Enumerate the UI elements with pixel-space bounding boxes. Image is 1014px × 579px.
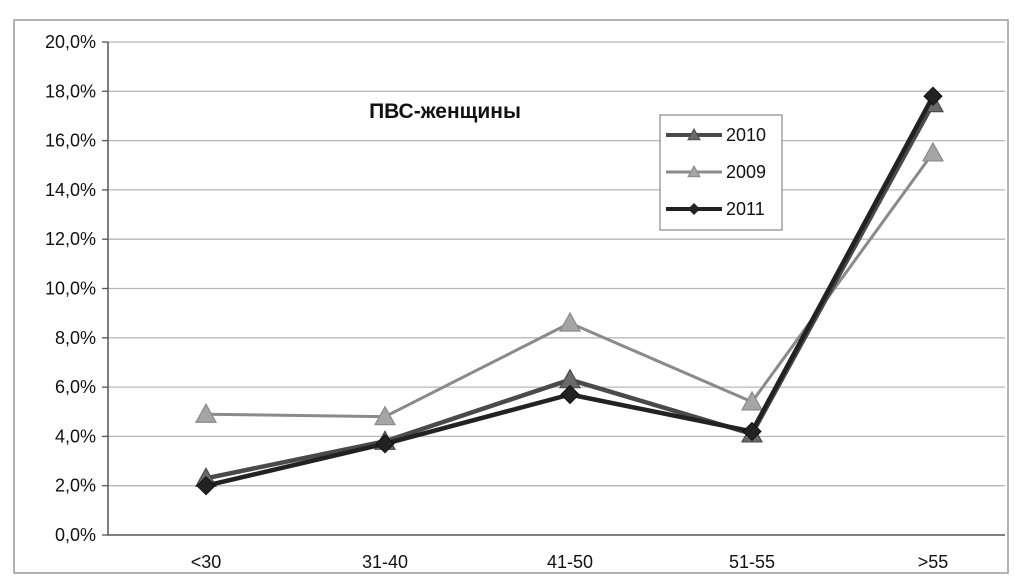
x-tick-label: 51-55	[729, 552, 775, 572]
legend-marker-2010	[687, 127, 701, 141]
x-tick-label: 41-50	[547, 552, 593, 572]
legend-label-2011: 2011	[726, 199, 765, 219]
data-point-2009	[740, 390, 764, 411]
data-point-2009	[194, 402, 218, 423]
y-tick-label: 6,0%	[55, 377, 96, 397]
data-point-2009	[921, 141, 945, 162]
y-tick-label: 14,0%	[45, 180, 96, 200]
chart-title: ПВС-женщины	[369, 100, 521, 123]
y-tick-label: 8,0%	[55, 328, 96, 348]
y-tick-label: 2,0%	[55, 476, 96, 496]
legend: 2010 2009 2011	[659, 114, 783, 231]
y-tick-label: 16,0%	[45, 131, 96, 151]
y-tick-label: 4,0%	[55, 426, 96, 446]
data-point-2011	[923, 86, 943, 106]
legend-marker-2011	[688, 203, 700, 215]
legend-marker-2009	[687, 164, 701, 178]
y-tick-label: 18,0%	[45, 81, 96, 101]
data-point-2011	[375, 434, 395, 454]
data-point-2009	[373, 405, 397, 426]
y-tick-label: 0,0%	[55, 525, 96, 545]
x-tick-label: >55	[918, 552, 949, 572]
y-tick-label: 20,0%	[45, 32, 96, 52]
data-point-2011	[742, 421, 762, 442]
series-lines	[194, 86, 945, 496]
y-tick-label: 10,0%	[45, 279, 96, 299]
data-point-2011	[196, 475, 216, 496]
y-tick-label: 12,0%	[45, 229, 96, 249]
data-point-2011	[560, 384, 580, 405]
x-tick-label: <30	[191, 552, 222, 572]
chart-border	[13, 19, 1009, 574]
x-tick-label: 31-40	[362, 552, 408, 572]
legend-label-2009: 2009	[726, 162, 766, 182]
data-point-2009	[558, 311, 582, 332]
legend-label-2010: 2010	[726, 125, 766, 145]
axes: 0,0% 2,0% 4,0% 6,0% 8,0% 10,0% 12,0% 14,0% 16,0%…	[45, 32, 1005, 572]
